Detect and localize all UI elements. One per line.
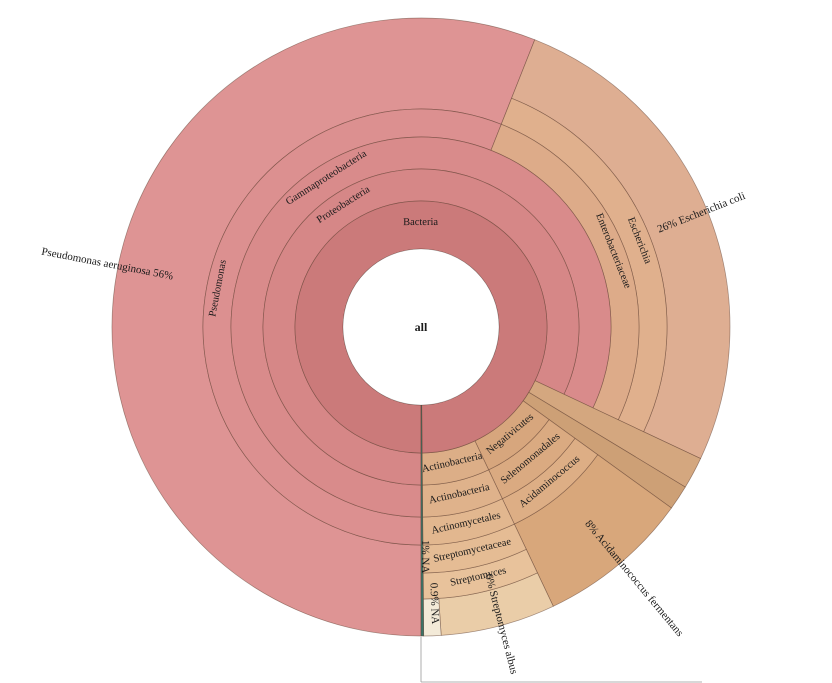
ring-label-Bacteria: Bacteria — [403, 217, 438, 228]
center-circle[interactable] — [342, 248, 500, 406]
leaf-label-NA: 1% NA — [419, 540, 431, 573]
leaf-label-NA: 0.9% NA — [427, 582, 441, 624]
center-label[interactable]: all — [415, 320, 428, 334]
